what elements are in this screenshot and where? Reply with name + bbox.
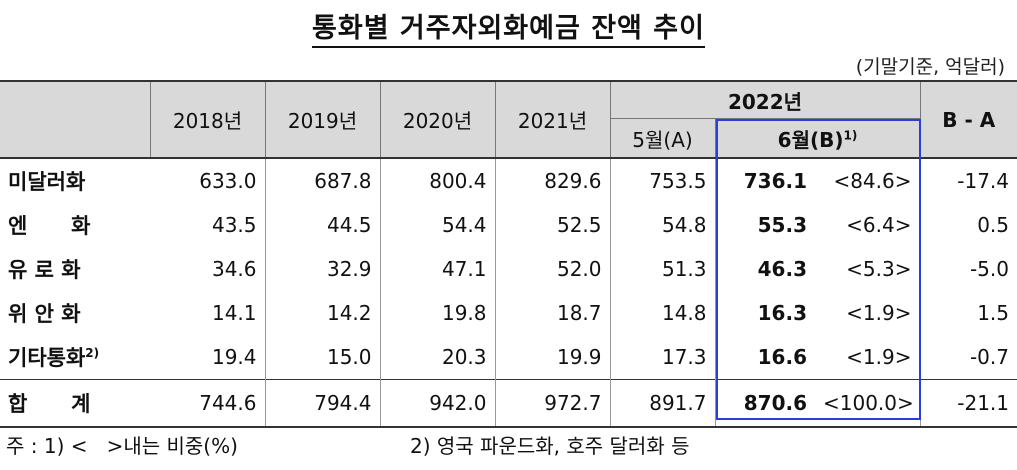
cell-2019: 32.9	[265, 247, 381, 291]
cell-2018: 43.5	[150, 203, 266, 247]
header-row-bottom: 5월(A) 6월(B)1)	[0, 118, 1017, 158]
row-name: 유 로 화	[8, 258, 81, 282]
header-2019: 2019년	[265, 81, 381, 158]
total-2019: 794.4	[265, 379, 381, 427]
cell-june: 55.3	[757, 213, 807, 237]
cell-june: 16.6	[757, 345, 807, 369]
cell-2021: 829.6	[495, 158, 611, 203]
cell-share: <84.6>	[815, 158, 921, 203]
total-2018: 744.6	[150, 379, 266, 427]
header-2018: 2018년	[150, 81, 266, 158]
table-row: 유 로 화 34.6 32.9 47.1 52.0 51.3 46.3 <5.3…	[0, 247, 1017, 291]
cell-2020: 20.3	[380, 335, 496, 380]
cell-2021: 52.5	[495, 203, 611, 247]
total-name: 합 계	[8, 392, 91, 416]
header-2020: 2020년	[380, 81, 496, 158]
footnote-2: 2) 영국 파운드화, 호주 달러화 등	[410, 434, 690, 458]
table-row: 기타통화2) 19.4 15.0 20.3 19.9 17.3 16.6 <1.…	[0, 335, 1017, 380]
page-title-text: 통화별 거주자외화예금 잔액 추이	[312, 13, 705, 48]
cell-2021: 19.9	[495, 335, 611, 380]
cell-may: 54.8	[610, 203, 716, 247]
cell-share: <1.9>	[815, 291, 921, 335]
total-june: 870.6	[743, 391, 807, 415]
cell-diff: 1.5	[977, 301, 1009, 325]
total-may: 891.7	[610, 379, 716, 427]
cell-diff: -5.0	[969, 257, 1009, 281]
cell-2021: 18.7	[495, 291, 611, 335]
cell-diff: -0.7	[969, 345, 1009, 369]
header-blank	[0, 81, 151, 158]
header-row-top: 2018년 2019년 2020년 2021년 2022년 B - A	[0, 81, 1017, 158]
cell-2018: 633.0	[150, 158, 266, 203]
row-name: 위 안 화	[8, 302, 81, 326]
header-may: 5월(A)	[610, 118, 716, 158]
cell-2018: 34.6	[150, 247, 266, 291]
row-name: 엔 화	[8, 214, 91, 238]
cell-may: 51.3	[610, 247, 716, 291]
cell-2020: 19.8	[380, 291, 496, 335]
cell-2019: 15.0	[265, 335, 381, 380]
cell-diff: -17.4	[957, 169, 1009, 193]
total-row: 합 계 744.6 794.4 942.0 972.7 891.7 870.6 …	[0, 379, 1017, 427]
cell-june: 46.3	[757, 257, 807, 281]
cell-2019: 44.5	[265, 203, 381, 247]
cell-2019: 14.2	[265, 291, 381, 335]
cell-2019: 687.8	[265, 158, 381, 203]
cell-2020: 800.4	[380, 158, 496, 203]
total-diff: -21.1	[957, 391, 1009, 415]
header-2021: 2021년	[495, 81, 611, 158]
cell-2018: 19.4	[150, 335, 266, 380]
table-row: 위 안 화 14.1 14.2 19.8 18.7 14.8 16.3 <1.9…	[0, 291, 1017, 335]
row-name: 미달러화	[8, 170, 86, 194]
cell-may: 17.3	[610, 335, 716, 380]
table-row: 엔 화 43.5 44.5 54.4 52.5 54.8 55.3 <6.4> …	[0, 203, 1017, 247]
cell-2021: 52.0	[495, 247, 611, 291]
cell-diff: 0.5	[977, 213, 1009, 237]
header-june-text: 6월(B)	[777, 127, 844, 152]
row-name-sup: 2)	[85, 346, 100, 360]
deposit-table: 2018년 2019년 2020년 2021년 2022년 B - A 5월(A…	[0, 80, 1017, 428]
cell-2020: 54.4	[380, 203, 496, 247]
row-name: 기타통화2)	[8, 346, 100, 370]
table-row: 미달러화 633.0 687.8 800.4 829.6 753.5 736.1…	[0, 158, 1017, 203]
header-june-sup: 1)	[843, 127, 858, 142]
cell-june: 16.3	[757, 301, 807, 325]
cell-share: <1.9>	[815, 335, 921, 380]
page-title: 통화별 거주자외화예금 잔액 추이	[0, 6, 1017, 48]
header-2022: 2022년	[610, 81, 921, 119]
total-share: <100.0>	[815, 379, 921, 427]
cell-2020: 47.1	[380, 247, 496, 291]
cell-june: 736.1	[743, 169, 807, 193]
footnotes: 주 : 1) < >내는 비중(%) 2) 영국 파운드화, 호주 달러화 등	[0, 426, 1017, 466]
footnote-1: 주 : 1) < >내는 비중(%)	[6, 434, 238, 458]
cell-share: <5.3>	[815, 247, 921, 291]
cell-2018: 14.1	[150, 291, 266, 335]
cell-may: 753.5	[610, 158, 716, 203]
total-2021: 972.7	[495, 379, 611, 427]
unit-label: (기말기준, 억달러)	[855, 56, 1005, 78]
header-june: 6월(B)1)	[715, 118, 921, 158]
cell-share: <6.4>	[815, 203, 921, 247]
header-diff: B - A	[920, 81, 1017, 158]
total-2020: 942.0	[380, 379, 496, 427]
cell-may: 14.8	[610, 291, 716, 335]
